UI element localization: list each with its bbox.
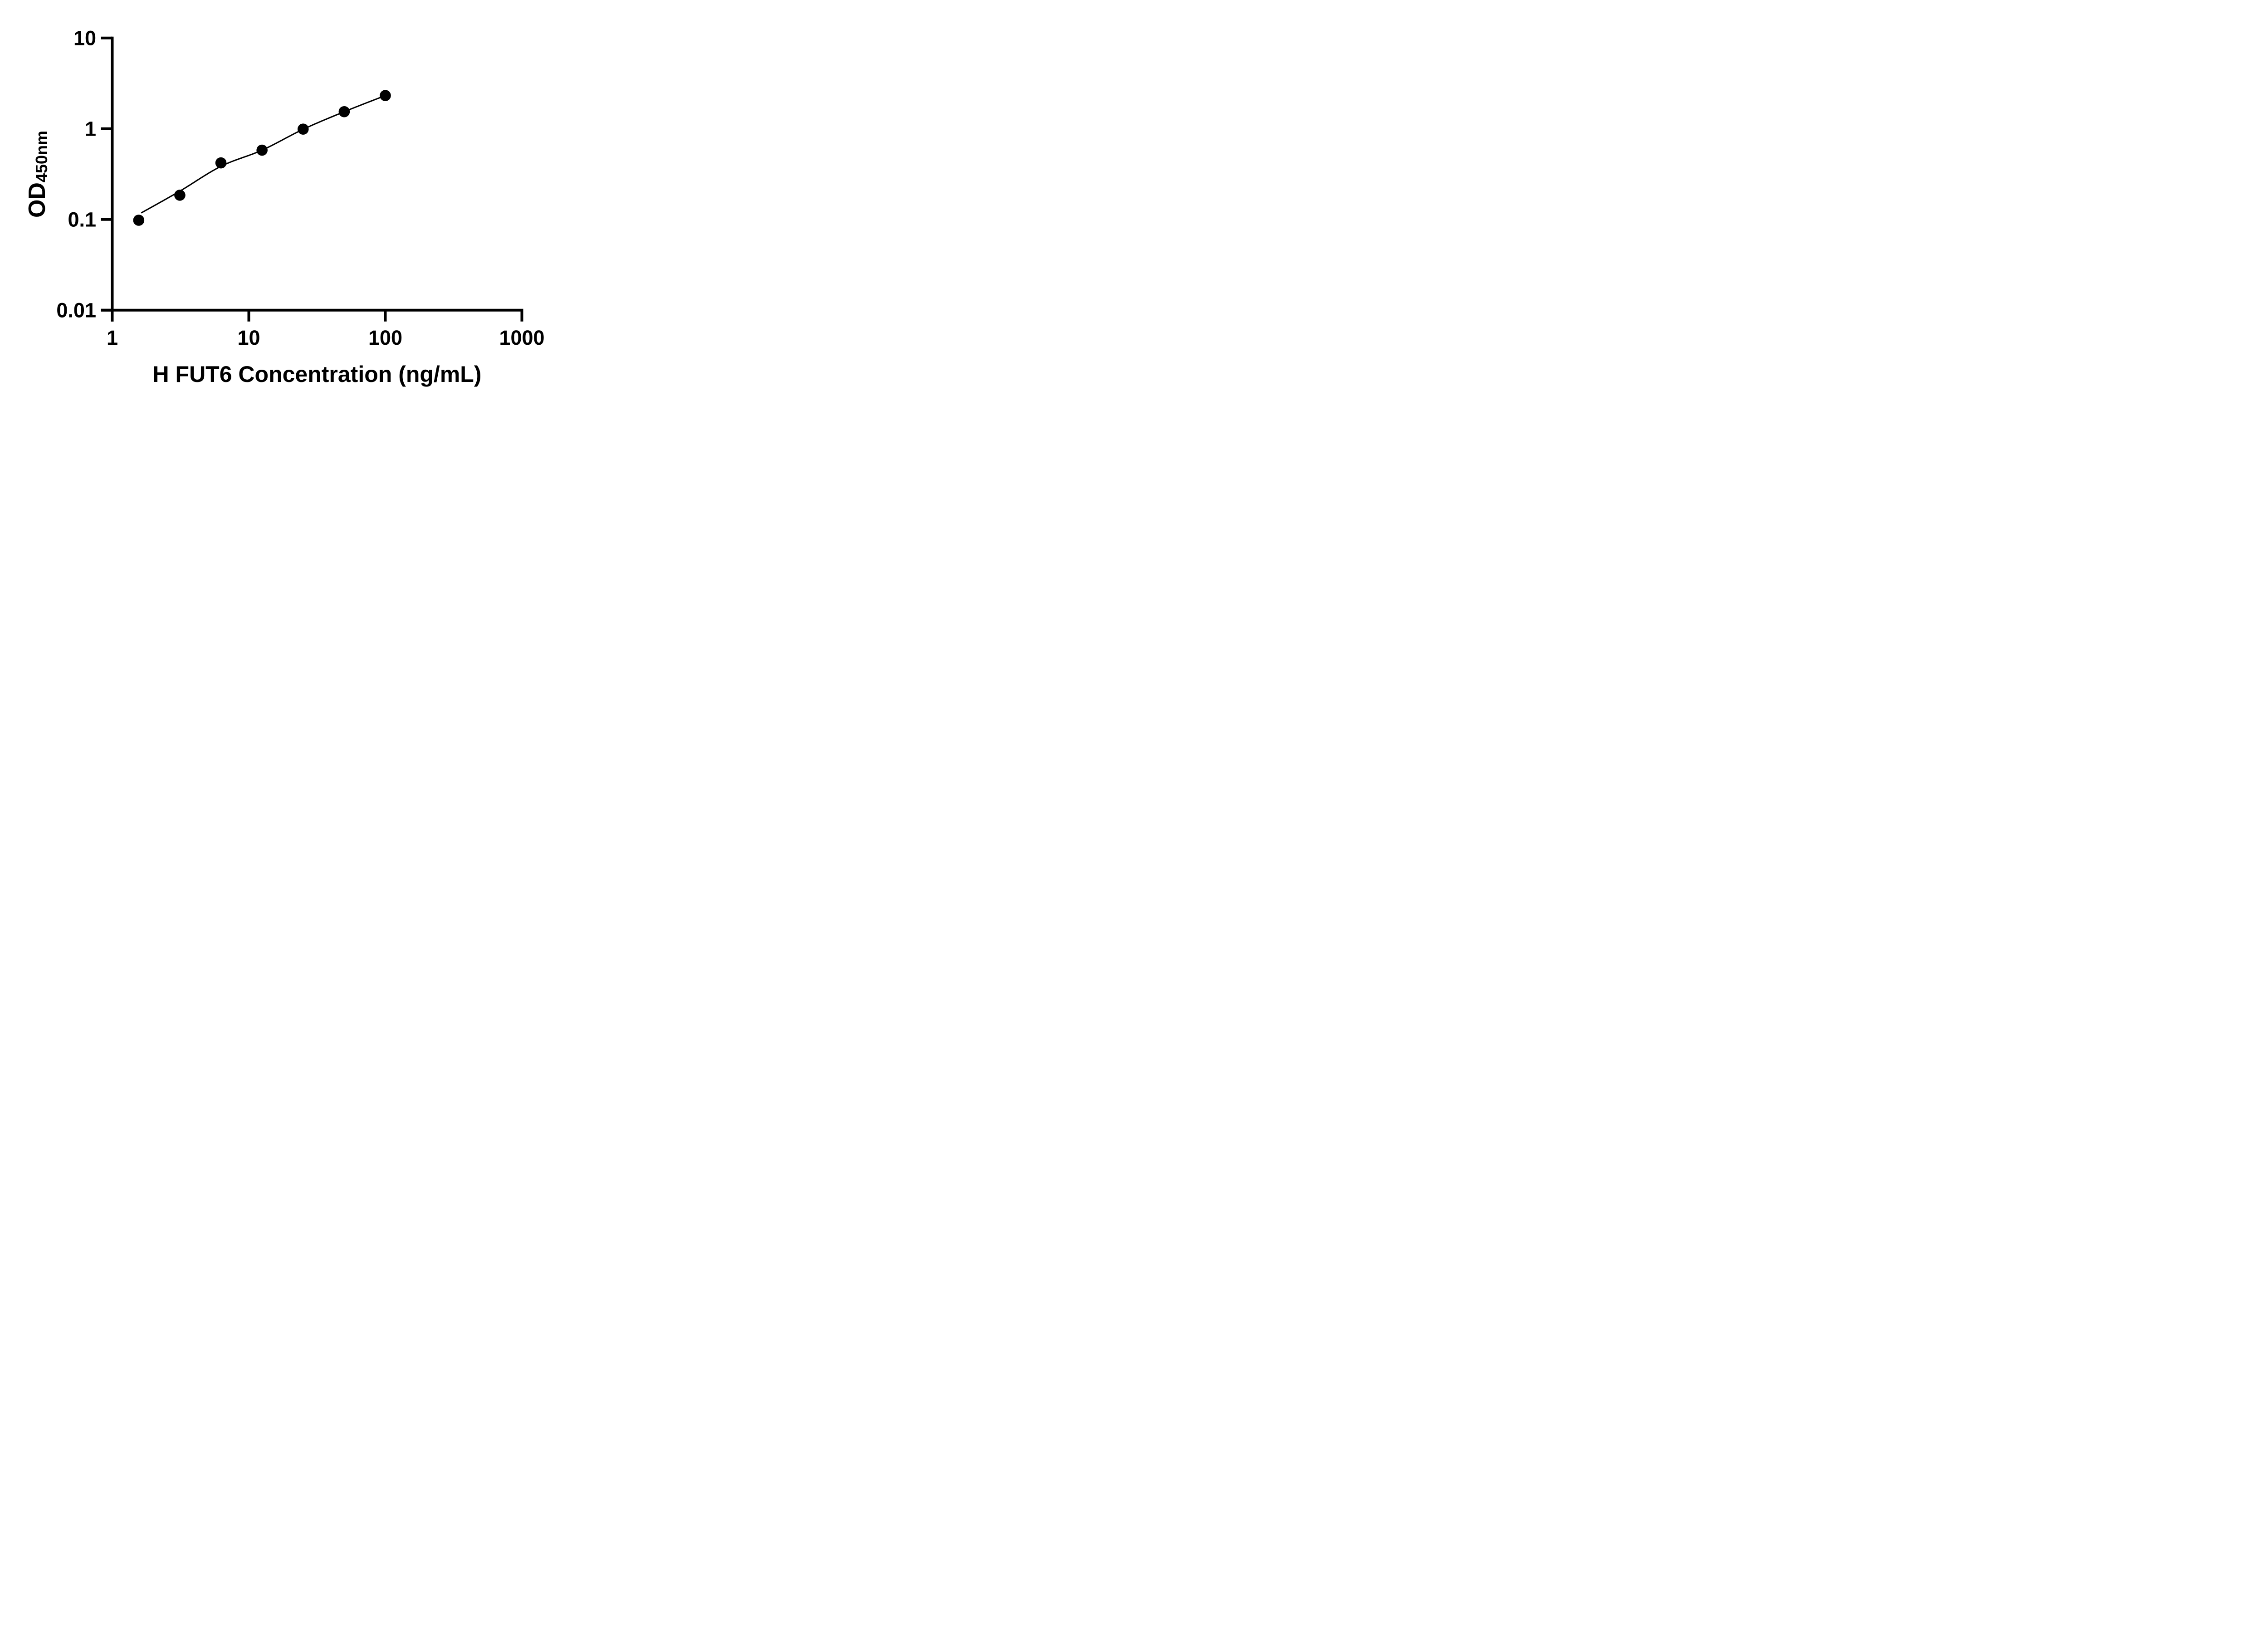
data-point-12.5ng-ml (256, 144, 268, 156)
plot-svg (101, 36, 523, 322)
y-tick-label-0.1: 0.1 (68, 208, 96, 231)
x-tick-label-100: 100 (368, 326, 403, 349)
data-point-3.125ng-ml (174, 190, 186, 201)
axes-group (101, 36, 523, 322)
data-point-25ng-ml (297, 123, 309, 135)
y-tick-label-10: 10 (73, 26, 96, 50)
data-point-50ng-ml (338, 106, 350, 117)
elisa-standard-curve-figure: 10 1 0.1 0.01 1 10 100 1000 OD450nm H FUT6 Con… (0, 0, 583, 408)
x-tick-label-1000: 1000 (499, 326, 545, 349)
y-tick-label-0.01: 0.01 (56, 298, 96, 322)
x-axis-title: H FUT6 Concentration (ng/mL) (152, 362, 482, 387)
y-axis-title-main: OD (24, 182, 50, 218)
data-point-100ng-ml (380, 90, 391, 101)
data-points-group (133, 90, 391, 226)
y-axis-title-subscript: 450nm (32, 130, 51, 183)
x-tick-label-10: 10 (237, 326, 260, 349)
data-point-1.5625ng-ml (133, 215, 145, 226)
y-tick-label-1: 1 (84, 117, 96, 141)
x-tick-label-1: 1 (106, 326, 118, 349)
data-point-6.25ng-ml (215, 157, 227, 169)
y-axis-title: OD450nm (24, 130, 51, 218)
